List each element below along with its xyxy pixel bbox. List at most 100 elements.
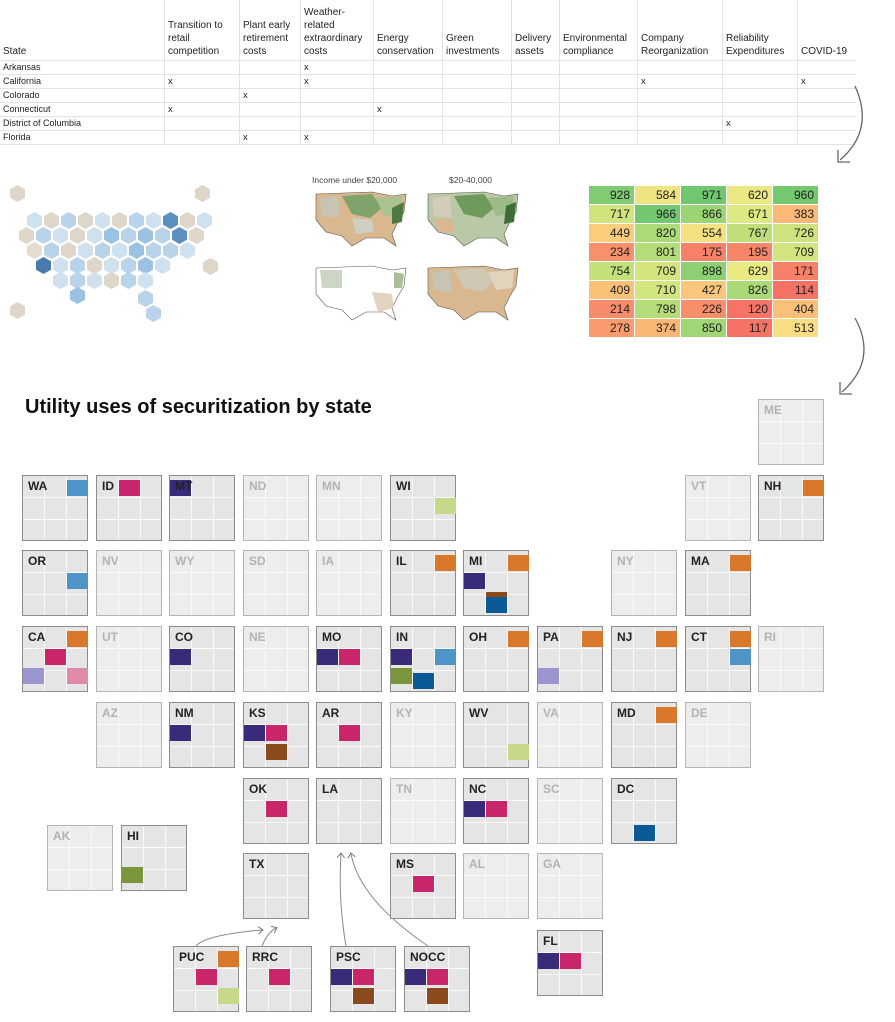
category-square-magenta (413, 876, 434, 892)
hex-tile (70, 287, 85, 304)
table-cell (559, 88, 638, 103)
heatmap-cell: 960 (772, 185, 819, 205)
header-conservation: Energy conservation (373, 0, 443, 61)
income-label-1: Income under $20,000 (312, 175, 398, 185)
table-cell: x (300, 130, 374, 145)
table-cell (511, 102, 560, 117)
state-abbrev: SC (543, 782, 560, 796)
state-tile-pa: PA (537, 626, 603, 692)
category-square-navy (405, 969, 426, 985)
state-tile-psc: PSC (330, 946, 396, 1012)
hex-tile (10, 185, 25, 202)
state-abbrev: MS (396, 857, 414, 871)
category-square-navy (170, 725, 191, 741)
state-tile-nv: NV (96, 550, 162, 616)
hex-tile (87, 227, 102, 244)
tile-gridlines (97, 551, 161, 615)
heatmap-cell: 966 (634, 204, 681, 224)
header-covid: COVID-19 (801, 46, 848, 57)
category-square-magenta (353, 969, 374, 985)
hex-tile (19, 227, 34, 244)
arrow-rrc-tx (261, 928, 276, 947)
state-abbrev: VT (691, 479, 707, 493)
state-tile-il: IL (390, 550, 456, 616)
header-delivery: Delivery assets (511, 0, 560, 61)
table-row: Arkansas x (0, 60, 856, 75)
state-abbrev: NJ (617, 630, 633, 644)
state-tile-ar: AR (316, 702, 382, 768)
tile-gridlines (464, 854, 528, 918)
category-square-navy (331, 969, 352, 985)
state-tile-nc: NC (463, 778, 529, 844)
securitization-table: State Transition to retail competition P… (0, 0, 856, 145)
hex-tile (36, 227, 51, 244)
heatmap-cell: 801 (634, 242, 681, 262)
state-abbrev: TN (396, 782, 412, 796)
state-tile-ms: MS (390, 853, 456, 919)
hex-tile (61, 242, 76, 259)
table-cell (797, 60, 856, 75)
table-cell (239, 74, 301, 89)
table-cell (797, 116, 856, 131)
heatmap-cell: 195 (726, 242, 773, 262)
hex-tile (70, 257, 85, 274)
category-square-orange (656, 707, 677, 723)
state-abbrev: MA (691, 554, 710, 568)
hex-tile (104, 227, 119, 244)
state-abbrev: NM (175, 706, 194, 720)
income-map-2 (427, 191, 519, 247)
heatmap-cell: 226 (680, 299, 727, 319)
state-abbrev: RI (764, 630, 776, 644)
category-square-blue (486, 597, 507, 613)
table-row: Florida x x (0, 130, 856, 145)
state-abbrev: FL (543, 934, 558, 948)
state-tile-co: CO (169, 626, 235, 692)
category-square-olive (122, 867, 143, 883)
state-tile-va: VA (537, 702, 603, 768)
hex-tile (138, 290, 153, 307)
state-abbrev: OK (249, 782, 267, 796)
tile-gridlines (244, 551, 308, 615)
table-cell (637, 60, 723, 75)
table-cell-state: Colorado (0, 88, 165, 103)
category-square-magenta (266, 725, 287, 741)
heatmap-row: 717 966 866 671 383 (588, 204, 819, 224)
state-abbrev: OR (28, 554, 46, 568)
state-tile-al: AL (463, 853, 529, 919)
heatmap-cell: 709 (772, 242, 819, 262)
hex-tile (121, 272, 136, 289)
table-cell (300, 102, 374, 117)
category-square-lime (218, 988, 239, 1004)
state-tile-wa: WA (22, 475, 88, 541)
income-map-3 (315, 265, 407, 321)
table-cell: x (239, 88, 301, 103)
category-square-navy (244, 725, 265, 741)
state-tile-dc: DC (611, 778, 677, 844)
hex-tile (189, 227, 204, 244)
hex-tile (203, 258, 218, 275)
hex-tile (195, 185, 210, 202)
state-abbrev: ND (249, 479, 267, 493)
table-cell-state: Florida (0, 130, 165, 145)
hex-tile (138, 257, 153, 274)
category-square-navy (538, 953, 559, 969)
category-square-brown (266, 744, 287, 760)
table-row: Connecticut x x (0, 102, 856, 117)
hex-tile (104, 272, 119, 289)
tile-gridlines (317, 551, 381, 615)
table-cell-state: District of Columbia (0, 116, 165, 131)
state-tile-wy: WY (169, 550, 235, 616)
state-abbrev: PA (543, 630, 559, 644)
state-abbrev: PUC (179, 950, 205, 964)
state-tile-nh: NH (758, 475, 824, 541)
income-map-4 (427, 265, 519, 321)
state-abbrev: WI (396, 479, 411, 493)
tile-gridlines (244, 627, 308, 691)
table-cell (511, 88, 560, 103)
hex-tile (95, 212, 110, 229)
table-row: District of Columbia x (0, 116, 856, 131)
table-cell: x (164, 102, 240, 117)
hex-tile (121, 227, 136, 244)
table-cell: x (637, 74, 723, 89)
state-tile-rrc: RRC (246, 946, 312, 1012)
